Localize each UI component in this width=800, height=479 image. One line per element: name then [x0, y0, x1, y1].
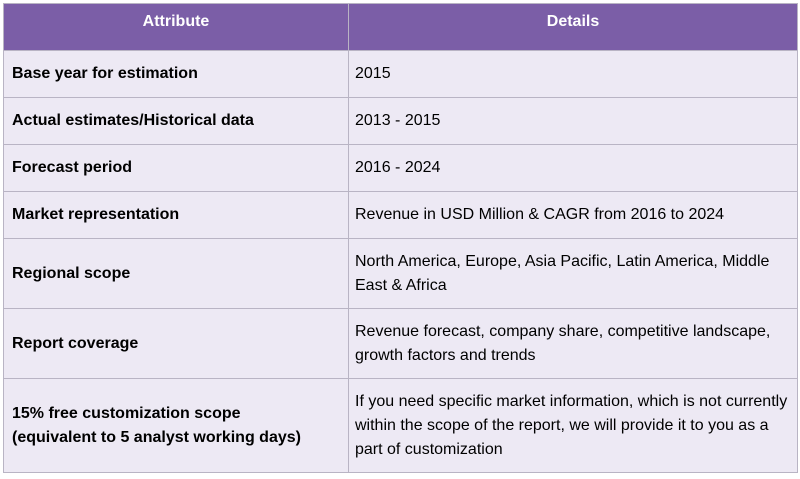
row-details: 2013 - 2015 — [348, 97, 798, 145]
row-attribute-line: (equivalent to 5 analyst working days) — [12, 428, 301, 446]
table-row: Forecast period 2016 - 2024 — [3, 144, 798, 192]
table-row: Base year for estimation 2015 — [3, 50, 798, 98]
details-column-header: Details — [348, 3, 798, 51]
row-attribute: Base year for estimation — [3, 50, 349, 98]
row-details: If you need specific market information,… — [348, 378, 798, 473]
table-row: Market representation Revenue in USD Mil… — [3, 191, 798, 239]
row-details: 2015 — [348, 50, 798, 98]
row-attribute-line: 15% free customization scope — [12, 404, 241, 422]
table-row: Regional scope North America, Europe, As… — [3, 238, 798, 309]
table-header-row: Attribute Details — [3, 3, 798, 51]
row-attribute: Forecast period — [3, 144, 349, 192]
table-row: Report coverage Revenue forecast, compan… — [3, 308, 798, 379]
row-attribute: Regional scope — [3, 238, 349, 309]
attribute-column-header: Attribute — [3, 3, 349, 51]
row-attribute: Actual estimates/Historical data — [3, 97, 349, 145]
row-details: Revenue in USD Million & CAGR from 2016 … — [348, 191, 798, 239]
table-row: 15% free customization scope (equivalent… — [3, 378, 798, 473]
row-details: 2016 - 2024 — [348, 144, 798, 192]
row-attribute: Market representation — [3, 191, 349, 239]
row-details: Revenue forecast, company share, competi… — [348, 308, 798, 379]
report-scope-table: Attribute Details Base year for estimati… — [3, 3, 798, 473]
row-attribute: 15% free customization scope (equivalent… — [3, 378, 349, 473]
row-details: North America, Europe, Asia Pacific, Lat… — [348, 238, 798, 309]
row-attribute: Report coverage — [3, 308, 349, 379]
table-row: Actual estimates/Historical data 2013 - … — [3, 97, 798, 145]
